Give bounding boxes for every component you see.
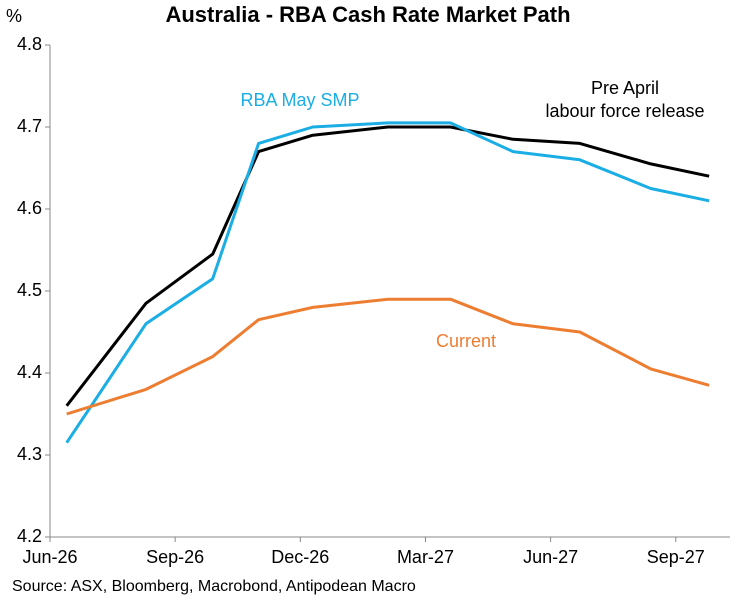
annotation: Current <box>436 331 496 351</box>
x-tick-label: Jun-27 <box>523 547 578 567</box>
y-tick-label: 4.7 <box>17 116 42 136</box>
series-line <box>65 125 710 407</box>
y-tick-label: 4.5 <box>17 280 42 300</box>
x-tick-label: Sep-27 <box>647 547 705 567</box>
y-tick-label: 4.6 <box>17 198 42 218</box>
annotation: labour force release <box>545 101 704 121</box>
y-axis-label: % <box>6 6 22 26</box>
y-tick-label: 4.4 <box>17 362 42 382</box>
annotation: Pre April <box>591 78 659 98</box>
y-tick-label: 4.8 <box>17 34 42 54</box>
series-line <box>66 297 710 416</box>
x-tick-label: Jun-26 <box>22 547 77 567</box>
x-tick-label: Mar-27 <box>397 547 454 567</box>
series-line <box>65 121 710 444</box>
x-tick-label: Sep-26 <box>146 547 204 567</box>
source-note: Source: ASX, Bloomberg, Macrobond, Antip… <box>12 578 416 595</box>
y-tick-label: 4.3 <box>17 444 42 464</box>
x-tick-label: Dec-26 <box>271 547 329 567</box>
y-tick-label: 4.2 <box>17 526 42 546</box>
chart-title: Australia - RBA Cash Rate Market Path <box>165 2 570 27</box>
annotation: RBA May SMP <box>240 90 359 110</box>
